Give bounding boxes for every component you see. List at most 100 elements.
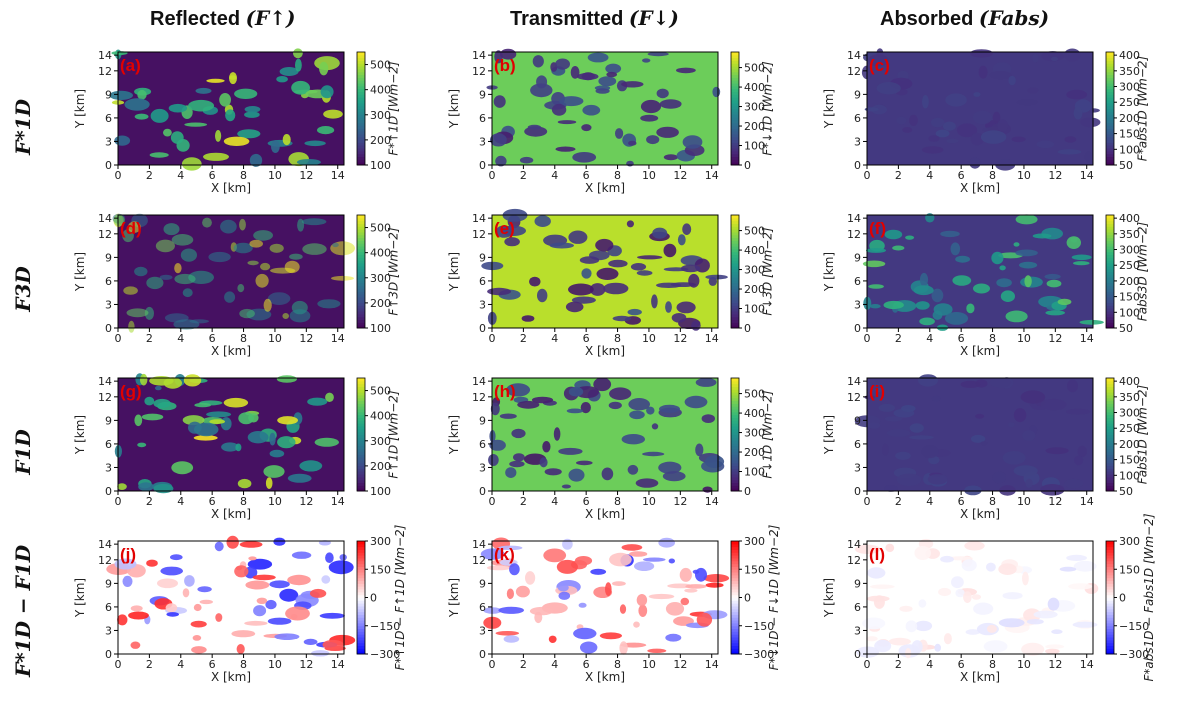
x-tick-label: 0 [489, 332, 496, 345]
heatmap-feature [182, 588, 190, 598]
heatmap-feature [989, 71, 1012, 80]
colorbar-segment [731, 417, 739, 421]
colorbar-segment [731, 156, 739, 160]
colorbar-segment [357, 628, 365, 632]
heatmap-feature [665, 301, 672, 313]
heatmap-feature [182, 415, 205, 426]
colorbar-segment [731, 122, 739, 126]
colorbar-segment [1106, 468, 1114, 472]
colorbar-segment [1106, 488, 1114, 492]
x-tick-label: 10 [268, 169, 282, 182]
heatmap-feature [325, 392, 334, 402]
colorbar-segment [357, 622, 365, 627]
colorbar-segment [357, 142, 365, 146]
colorbar-segment [1106, 583, 1114, 587]
x-tick-label: 0 [864, 658, 871, 671]
heatmap-feature [1074, 455, 1084, 466]
column-title-reflected: Reflected (F↑) [150, 6, 295, 31]
heatmap-feature [180, 248, 197, 262]
colorbar-segment [731, 94, 739, 98]
colorbar-segment [357, 231, 365, 236]
panel-label: (f) [869, 219, 886, 238]
heatmap-feature [629, 551, 648, 557]
heatmap-feature [1019, 261, 1038, 269]
heatmap-feature [493, 95, 506, 108]
colorbar-tick-label: 300 [370, 535, 391, 548]
colorbar-tick-label: 500 [370, 222, 391, 235]
colorbar-frame [730, 214, 740, 329]
heatmap-feature [304, 140, 326, 147]
colorbar-segment [1106, 457, 1114, 461]
colorbar-segment [731, 248, 739, 253]
colorbar-segment [1106, 102, 1114, 107]
heatmap-feature [902, 127, 913, 133]
y-tick-label: 12 [472, 65, 486, 78]
colorbar-tick-label: 100 [744, 303, 765, 316]
heatmap-feature [193, 603, 202, 612]
y-axis-label: Y [km] [822, 89, 836, 129]
heatmap-feature [130, 641, 141, 649]
heatmap-feature [927, 474, 948, 485]
colorbar-tick-label: 350 [1119, 391, 1140, 404]
heatmap-feature [952, 275, 972, 286]
panel-label: (g) [120, 382, 142, 401]
heatmap-feature [206, 78, 225, 83]
heatmap-feature [702, 486, 713, 493]
colorbar-segment [731, 159, 739, 163]
heatmap-feature [532, 55, 544, 68]
x-tick-label: 2 [895, 495, 902, 508]
heatmap-panel-k: 0 2 4 6 8 10 12 14 0 3 6 9 12 14 X [km] Y [km] (k) −300 −1… [432, 524, 792, 701]
x-tick-label: 10 [642, 169, 656, 182]
colorbar-segment [1106, 60, 1114, 64]
colorbar-tick-label: 500 [370, 385, 391, 398]
colorbar-segment [357, 625, 365, 630]
heatmap-feature [576, 460, 593, 466]
heatmap-feature [548, 635, 557, 643]
heatmap-feature [521, 315, 535, 322]
heatmap-feature [609, 552, 632, 567]
colorbar-segment [1106, 215, 1114, 219]
x-tick-label: 4 [177, 658, 184, 671]
y-tick-label: 3 [479, 135, 486, 148]
colorbar-segment [1106, 482, 1114, 486]
panel-svg: 0 2 4 6 8 10 12 14 0 3 6 9 12 14 X [km] Y [km] (g) 100 200… [73, 373, 400, 521]
colorbar-segment [731, 60, 739, 64]
colorbar-tick-label: 50 [1119, 322, 1133, 335]
colorbar-segment [731, 434, 739, 438]
heatmap-feature [182, 288, 193, 298]
heatmap-feature [282, 134, 291, 146]
colorbar-tick-label: 100 [744, 140, 765, 153]
x-tick-label: 4 [551, 169, 558, 182]
colorbar-segment [357, 100, 365, 104]
heatmap-background [118, 378, 344, 491]
colorbar-segment [357, 380, 365, 385]
heatmap-feature [183, 374, 202, 387]
heatmap-feature [317, 126, 335, 135]
heatmap-feature [640, 114, 659, 122]
heatmap-feature [487, 287, 512, 296]
heatmap-feature [273, 537, 286, 546]
heatmap-feature [931, 395, 941, 402]
heatmap-feature [970, 132, 984, 146]
colorbar-segment [731, 68, 739, 73]
heatmap-feature [955, 588, 965, 598]
y-tick-label: 3 [854, 298, 861, 311]
colorbar-tick-label: 200 [370, 460, 391, 473]
colorbar-segment [1106, 625, 1114, 630]
colorbar-segment [1106, 305, 1114, 309]
heatmap-feature [263, 465, 285, 478]
heatmap-feature [1047, 597, 1060, 611]
heatmap-feature [247, 260, 259, 266]
heatmap-feature [648, 593, 675, 600]
colorbar-segment [357, 77, 365, 81]
x-tick-label: 10 [1017, 332, 1031, 345]
heatmap-feature [909, 435, 934, 440]
colorbar-segment [357, 234, 365, 239]
colorbar-tick-label: 350 [1119, 228, 1140, 241]
colorbar-segment [731, 386, 739, 390]
y-tick-label: 14 [98, 212, 112, 225]
colorbar-segment [731, 150, 739, 155]
heatmap-feature [931, 288, 944, 303]
colorbar-segment [731, 133, 739, 138]
x-axis-label: X [km] [211, 344, 251, 358]
